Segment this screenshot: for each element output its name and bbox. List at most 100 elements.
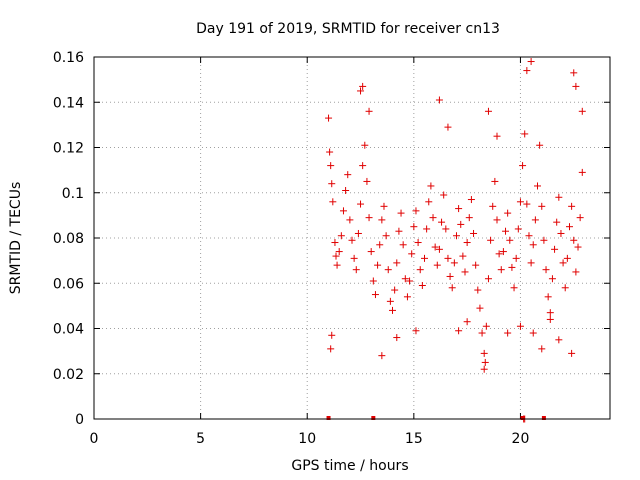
- data-point: [425, 198, 433, 206]
- data-point: [534, 182, 542, 190]
- y-axis-ticks: 0 0.02 0.04 0.06 0.08 0.1 0.12 0.14 0.16: [53, 50, 610, 428]
- data-point: [416, 266, 424, 274]
- data-point: [487, 236, 495, 244]
- data-point: [397, 209, 405, 217]
- y-tick-label: 0.02: [53, 367, 84, 383]
- data-point: [352, 266, 360, 274]
- data-point: [563, 254, 571, 262]
- data-point: [565, 223, 573, 231]
- zero-value-marker: [371, 416, 376, 420]
- data-point: [348, 236, 356, 244]
- data-point: [572, 268, 580, 276]
- data-point: [440, 191, 448, 199]
- data-point: [461, 268, 469, 276]
- data-point: [499, 248, 507, 256]
- data-point: [538, 202, 546, 210]
- grid-lines: [94, 57, 610, 419]
- data-point: [463, 239, 471, 247]
- data-point: [553, 218, 561, 226]
- data-point: [529, 241, 537, 249]
- data-point: [448, 284, 456, 292]
- data-point: [578, 168, 586, 176]
- data-point: [423, 225, 431, 233]
- data-point: [414, 239, 422, 247]
- data-point: [568, 349, 576, 357]
- data-point: [359, 82, 367, 90]
- data-point: [327, 162, 335, 170]
- data-point: [339, 207, 347, 215]
- data-point: [342, 186, 350, 194]
- data-point: [452, 232, 460, 240]
- data-point: [516, 322, 524, 330]
- data-point: [489, 202, 497, 210]
- data-point: [418, 282, 426, 290]
- data-point: [497, 266, 505, 274]
- data-point: [555, 193, 563, 201]
- data-point: [474, 286, 482, 294]
- data-point: [359, 162, 367, 170]
- data-point: [470, 229, 478, 237]
- data-point: [435, 245, 443, 253]
- x-tick-label: 10: [298, 431, 316, 447]
- data-point: [510, 284, 518, 292]
- data-point: [433, 261, 441, 269]
- data-point: [574, 243, 582, 251]
- data-point: [536, 141, 544, 149]
- data-point: [357, 200, 365, 208]
- data-point: [328, 180, 336, 188]
- data-point: [476, 304, 484, 312]
- y-tick-label: 0.12: [53, 141, 84, 157]
- data-point: [331, 239, 339, 247]
- data-point: [527, 58, 535, 66]
- zero-value-marker: [520, 416, 525, 420]
- data-point: [465, 214, 473, 222]
- data-point: [551, 245, 559, 253]
- data-point: [333, 261, 341, 269]
- data-point: [472, 261, 480, 269]
- y-axis-label: SRMTID / TECUs: [8, 182, 24, 295]
- data-point: [444, 123, 452, 131]
- data-point: [376, 241, 384, 249]
- data-point: [399, 241, 407, 249]
- data-point: [412, 207, 420, 215]
- data-point: [572, 82, 580, 90]
- data-point: [570, 69, 578, 77]
- data-point: [519, 162, 527, 170]
- x-tick-label: 0: [90, 431, 99, 447]
- data-point: [502, 227, 510, 235]
- data-point: [361, 141, 369, 149]
- data-point: [568, 202, 576, 210]
- data-point: [459, 252, 467, 260]
- data-point: [555, 336, 563, 344]
- data-point: [546, 309, 554, 317]
- data-point: [481, 358, 489, 366]
- data-point: [546, 315, 554, 323]
- data-point: [444, 254, 452, 262]
- data-point: [406, 277, 414, 285]
- data-point: [455, 327, 463, 335]
- chart-title: Day 191 of 2019, SRMTID for receiver cn1…: [196, 21, 500, 37]
- data-point: [463, 318, 471, 326]
- data-point: [401, 275, 409, 283]
- data-point: [429, 214, 437, 222]
- data-point: [450, 259, 458, 267]
- data-point: [382, 232, 390, 240]
- y-tick-label: 0.06: [53, 276, 84, 292]
- data-point: [410, 223, 418, 231]
- y-tick-label: 0.08: [53, 231, 84, 247]
- data-points: [325, 58, 586, 423]
- data-point: [391, 286, 399, 294]
- data-point: [354, 229, 362, 237]
- data-point: [570, 236, 578, 244]
- data-point: [378, 352, 386, 360]
- data-point: [420, 254, 428, 262]
- data-point: [525, 232, 533, 240]
- data-point: [561, 284, 569, 292]
- data-point: [325, 114, 333, 122]
- data-point: [504, 329, 512, 337]
- data-point: [384, 266, 392, 274]
- data-point: [531, 216, 539, 224]
- data-point: [367, 248, 375, 256]
- data-point: [393, 259, 401, 267]
- data-point: [521, 130, 529, 138]
